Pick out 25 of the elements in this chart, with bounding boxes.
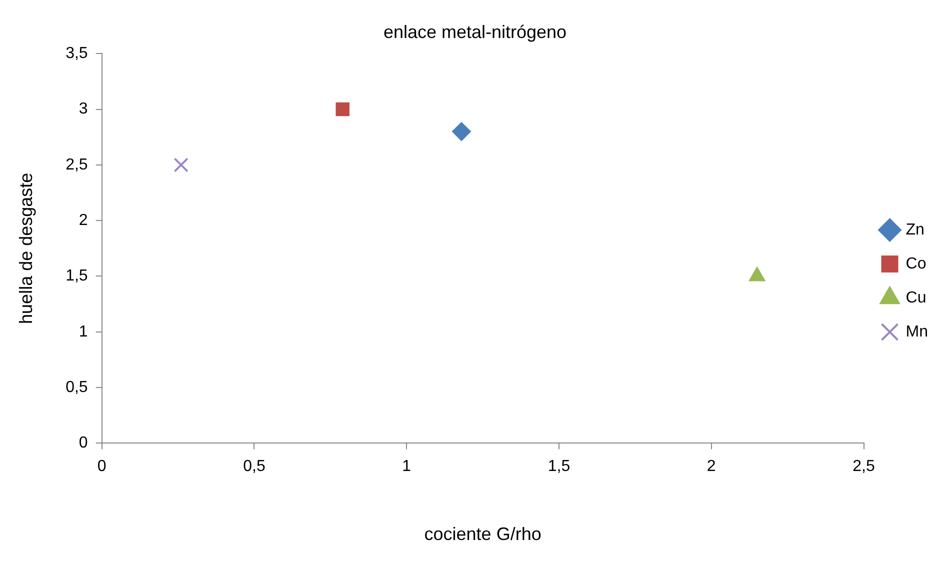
y-tick-label: 1,5 [66, 268, 88, 285]
x-tick-label: 1,5 [548, 458, 570, 476]
point [452, 122, 471, 142]
legend-label: Co [906, 255, 926, 272]
y-tick-label: 3 [78, 100, 88, 118]
point [748, 266, 766, 282]
point [336, 102, 350, 116]
point [174, 158, 188, 172]
x-tick-label: 0,5 [243, 458, 266, 476]
x-tick-label: 2 [706, 458, 716, 476]
y-tick-label: 3,5 [66, 45, 88, 62]
y-tick-label: 2,5 [66, 156, 88, 174]
x-tick-label: 2,5 [852, 458, 875, 476]
y-tick-label: 0 [78, 434, 88, 452]
x-axis-title: cociente G/rho [424, 524, 542, 544]
legend-label: Zn [906, 221, 924, 238]
y-tick-label: 0,5 [66, 378, 88, 396]
x-tick-label: 0 [97, 458, 106, 476]
y-tick-label: 1 [78, 323, 88, 340]
y-tick-label: 2 [78, 212, 88, 229]
legend-label: Cu [906, 289, 926, 306]
y-axis-title: huella de desgaste [16, 172, 36, 324]
chart-title: enlace metal-nitrógeno [383, 22, 567, 42]
x-tick-label: 1 [402, 458, 412, 476]
legend-label: Mn [906, 323, 928, 340]
